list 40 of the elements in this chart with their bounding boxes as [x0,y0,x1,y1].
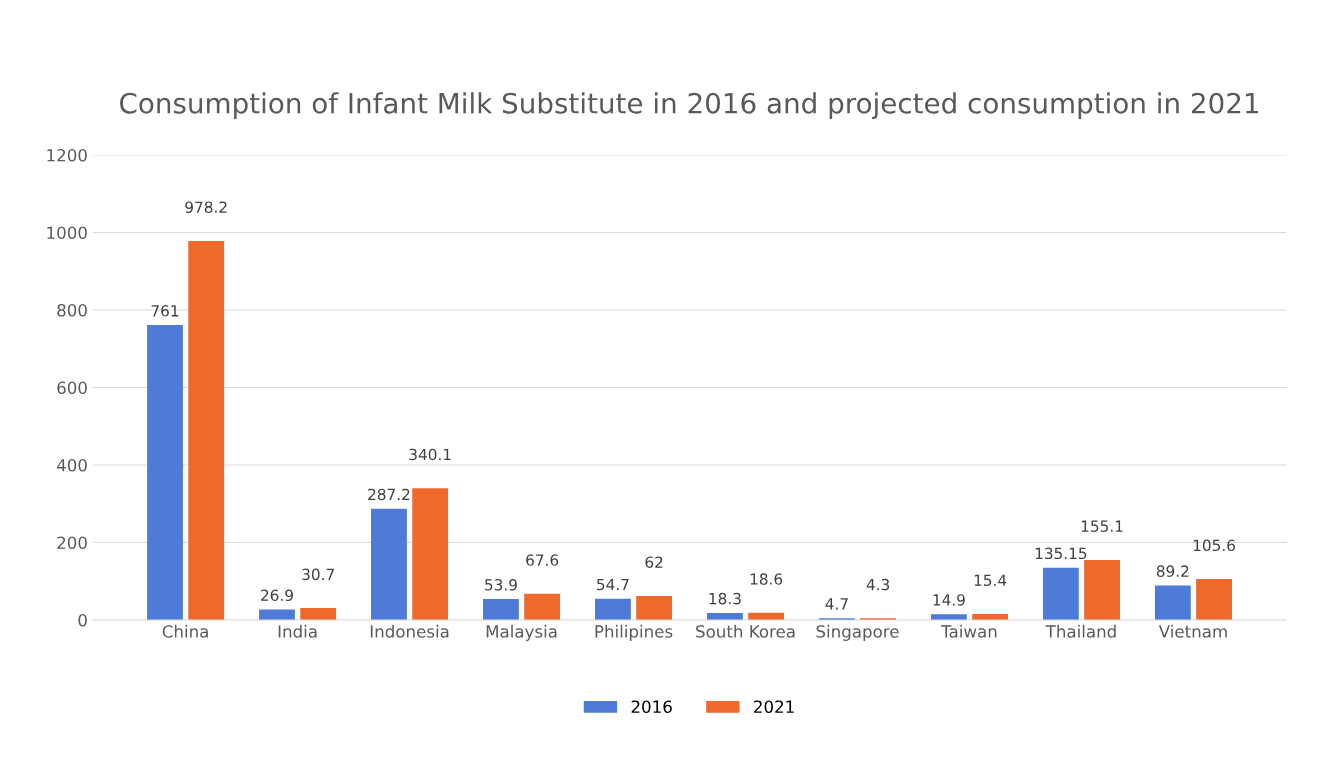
data-label: 761 [151,305,179,317]
y-tick-label: 600 [57,381,87,395]
x-tick-label: Thailand [1045,624,1116,638]
data-label: 15.4 [974,574,1007,587]
x-tick-label: South Korea [696,624,795,638]
data-label: 89.2 [1156,565,1189,577]
data-label: 340.1 [409,448,451,461]
y-tick-label: 400 [56,458,87,472]
x-tick-label: India [278,624,317,638]
y-tick-label: 800 [57,303,87,317]
data-label: 62 [645,556,663,569]
data-label: 287.2 [368,488,410,501]
data-label: 4.7 [825,598,848,610]
y-tick-label: 1000 [47,226,87,240]
x-tick-label: Indonesia [370,624,449,638]
data-label: 54.7 [597,578,629,591]
y-tick-label: 200 [57,536,87,550]
data-label: 30.7 [302,568,334,581]
x-tick-label: Malaysia [486,624,557,641]
data-label: 4.3 [866,578,890,591]
x-tick-label: Taiwan [941,624,997,638]
chart-title: Consumption of Infant Milk Substitute in 2016 and projected consumption in 2021 [120,92,1259,120]
data-label: 18.6 [750,573,783,585]
x-tick-label: Philipines [595,624,673,641]
data-label: 18.3 [709,592,741,605]
y-tick-label: 0 [78,613,87,627]
data-label: 53.9 [485,579,517,591]
data-label: 155.1 [1081,520,1123,532]
data-label: 14.9 [933,594,965,606]
y-tick-label: 1200 [47,148,87,162]
legend-label: 2016 [631,700,672,713]
x-tick-label: Singapore [816,624,899,641]
data-label: 978.2 [185,201,227,213]
data-label: 135.15 [1035,547,1087,560]
legend-label: 2021 [754,700,794,713]
data-label: 67.6 [526,554,559,566]
data-label: 105.6 [1193,539,1235,552]
x-tick-label: Vietnam [1158,624,1227,638]
x-tick-label: China [162,624,208,638]
data-label: 26.9 [261,589,293,602]
